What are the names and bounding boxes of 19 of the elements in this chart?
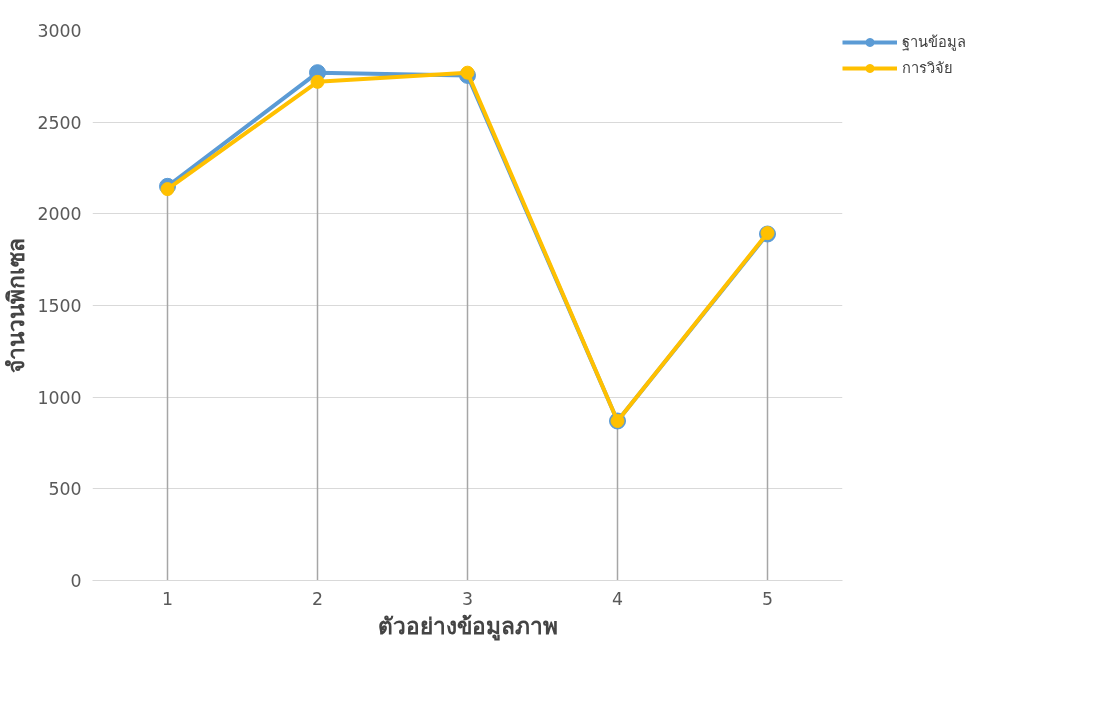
y-tick-label: 0 bbox=[70, 571, 82, 591]
y-tick-label: 1500 bbox=[37, 296, 82, 316]
y-tick-label: 1000 bbox=[37, 387, 82, 408]
x-axis-title: ตัวอย่างข้อมูลภาพ bbox=[377, 612, 558, 641]
legend-label: ฐานข้อมูล bbox=[902, 32, 966, 53]
y-tick-label: 3000 bbox=[37, 21, 82, 41]
y-axis-title: จำนวนพิกเซล bbox=[3, 238, 30, 373]
x-tick-label: 2 bbox=[311, 588, 324, 609]
y-tick-label: 500 bbox=[48, 479, 82, 500]
x-tick-label: 3 bbox=[461, 588, 474, 609]
point bbox=[160, 182, 175, 197]
x-tick-label: 5 bbox=[761, 588, 774, 609]
y-tick-label: 2000 bbox=[37, 204, 82, 225]
x-tick-label: 1 bbox=[161, 588, 174, 609]
point bbox=[310, 74, 325, 89]
point bbox=[460, 65, 475, 80]
x-tick-label: 4 bbox=[611, 588, 624, 609]
legend-label: การวิจัย bbox=[902, 58, 953, 78]
y-tick-label: 2500 bbox=[37, 112, 82, 133]
